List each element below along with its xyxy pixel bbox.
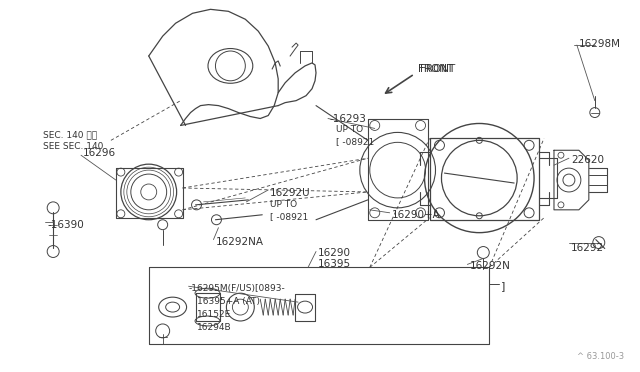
Text: 16290: 16290 (318, 247, 351, 257)
Text: 16290+A: 16290+A (392, 210, 440, 220)
Text: 16292: 16292 (571, 243, 604, 253)
Text: ^ 63.100-3: ^ 63.100-3 (577, 352, 623, 361)
Text: 16296: 16296 (83, 148, 116, 158)
Text: 16395: 16395 (318, 259, 351, 269)
Text: SEE SEC. 140: SEE SEC. 140 (44, 142, 104, 151)
Text: FRONT: FRONT (420, 64, 455, 74)
Text: UP TO: UP TO (270, 200, 298, 209)
Text: [ -08921: [ -08921 (336, 137, 374, 146)
Text: SEC. 140 参照: SEC. 140 参照 (44, 131, 97, 140)
Text: UP TO: UP TO (336, 125, 363, 134)
Text: -16390: -16390 (47, 220, 84, 230)
Text: 16294B: 16294B (196, 323, 231, 332)
Text: -16295M(F/US)[0893-: -16295M(F/US)[0893- (189, 284, 285, 293)
Text: 22620: 22620 (571, 155, 604, 165)
Text: 16298M: 16298M (579, 39, 621, 49)
Text: 16292N: 16292N (469, 262, 510, 272)
Text: ]: ] (501, 281, 506, 291)
Text: 16292NA: 16292NA (216, 237, 264, 247)
Text: 16292U: 16292U (270, 188, 311, 198)
Text: 16152E: 16152E (196, 310, 231, 319)
Text: [ -08921: [ -08921 (270, 212, 308, 221)
Text: -16293: -16293 (330, 113, 367, 124)
Text: FRONT: FRONT (417, 64, 453, 74)
Text: 16395+A (AT): 16395+A (AT) (196, 297, 260, 306)
